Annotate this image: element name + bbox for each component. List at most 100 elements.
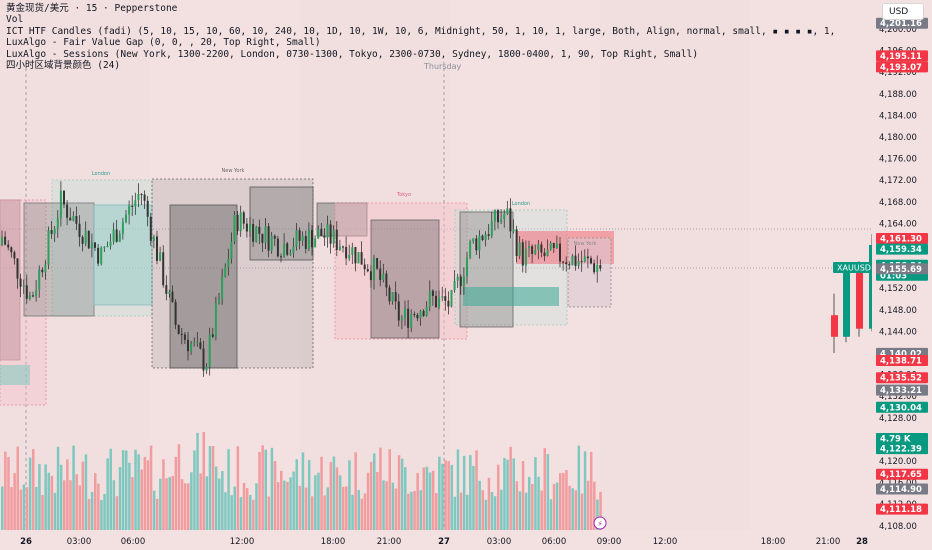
volume-bar (369, 461, 373, 530)
legend-4h-bg[interactable]: 四小时区域背景颜色 (24) (6, 59, 121, 71)
volume-bar (125, 450, 128, 530)
price-label: 4,122.39 (880, 445, 922, 455)
volume-bar (596, 499, 599, 530)
price-label-bg (876, 503, 928, 515)
price-tick: 4,164.00 (879, 219, 917, 229)
candle-body (233, 214, 236, 242)
box-newyork-2 (567, 237, 612, 308)
candle-body (168, 291, 171, 294)
volume-bar (580, 493, 584, 530)
volume-bar (205, 476, 209, 530)
candle-body (369, 271, 372, 281)
volume-bar (38, 464, 41, 530)
candle-body (462, 276, 465, 287)
candle-body (214, 303, 217, 337)
candle-body (264, 226, 267, 243)
volume-bar (146, 460, 150, 530)
candle-body (56, 218, 59, 229)
volume-bar (515, 481, 519, 530)
legend-fvg[interactable]: LuxAlgo - Fair Value Gap (0, 0, , 20, To… (6, 37, 321, 49)
legend-sessions[interactable]: LuxAlgo - Sessions (New York, 1300-2200,… (6, 48, 699, 60)
price-label-bg (876, 483, 928, 495)
volume-bar (410, 491, 413, 530)
candle-body (593, 263, 596, 273)
candle-body (534, 250, 537, 255)
volume-bar (214, 466, 218, 530)
candle-body (81, 236, 84, 244)
candle-body (245, 223, 248, 232)
session-label-london2: London (512, 201, 530, 207)
price-tick: 4,192.00 (879, 68, 917, 78)
candle-body (363, 264, 366, 270)
volume-bar (298, 485, 302, 530)
volume-bar (394, 488, 398, 530)
volume-bar (521, 461, 525, 530)
volume-bar (329, 462, 333, 530)
time-tick: 27 (438, 537, 450, 547)
candle-body (493, 210, 496, 222)
candle-body (366, 269, 369, 272)
session-label-newyork2: New York (574, 241, 597, 247)
price-tick: 4,180.00 (879, 133, 917, 143)
volume-bar (242, 483, 246, 530)
volume-bar (323, 495, 326, 530)
volume-bar (407, 493, 410, 530)
volume-bar (149, 445, 153, 530)
volume-bar (255, 483, 258, 530)
candle-body (590, 258, 592, 264)
price-label-bg (876, 50, 928, 62)
legend-symbol[interactable]: 黄金现货/美元 · 15 · Pepperstone (6, 3, 178, 14)
candle-body (577, 261, 580, 266)
session-background-bands (0, 0, 872, 530)
volume-bar (583, 451, 587, 530)
volume-bar (404, 467, 407, 530)
volume-bar (112, 480, 116, 530)
price-label: 4,155.69 (880, 265, 922, 275)
candle-body (103, 247, 106, 249)
price-label: 4.79 K (880, 435, 911, 445)
candle-body (72, 216, 75, 221)
volume-bar (78, 485, 81, 530)
volume-bar (568, 485, 571, 530)
volume-bar (453, 496, 457, 530)
volume-bar (590, 451, 593, 530)
volume-bar (152, 490, 156, 530)
volume-bar (543, 448, 546, 530)
legend-volume[interactable]: Vol (6, 14, 24, 26)
candle-body (450, 289, 453, 307)
price-label-bg (876, 61, 928, 73)
box-newyork-1 (151, 178, 314, 369)
candle-body (388, 287, 391, 302)
price-label: 4,161.30 (880, 234, 922, 244)
candle-body (376, 258, 379, 269)
legend-ict-htf[interactable]: ICT HTF Candles (fadi) (5, 10, 15, 10, 6… (6, 25, 836, 37)
candle-body (239, 212, 242, 232)
volume-bar (109, 448, 112, 530)
candle-body (425, 306, 428, 316)
price-tick: 4,188.00 (879, 90, 917, 100)
candle-body (242, 212, 245, 224)
volume-bar (428, 472, 432, 530)
volume-bar (484, 499, 488, 530)
volume-bar (351, 494, 354, 530)
candle-body (459, 276, 462, 287)
volume-bar (230, 495, 233, 530)
candle-body (487, 234, 490, 236)
candle-body (357, 252, 360, 264)
candle-body (94, 242, 96, 248)
htf-candle-body (843, 272, 850, 337)
candle-body (165, 285, 168, 294)
currency-button[interactable]: USD (882, 3, 924, 20)
volume-bar (261, 445, 264, 530)
candle-body (162, 252, 165, 286)
candle-body (583, 256, 586, 262)
volume-bar (289, 477, 292, 530)
candle-body (261, 233, 264, 243)
candle-body (87, 230, 90, 249)
volume-bar (475, 450, 478, 530)
volume-bar (360, 498, 364, 530)
volume-bar (264, 449, 267, 530)
volume-bar (177, 444, 181, 530)
candle-body (586, 256, 589, 259)
